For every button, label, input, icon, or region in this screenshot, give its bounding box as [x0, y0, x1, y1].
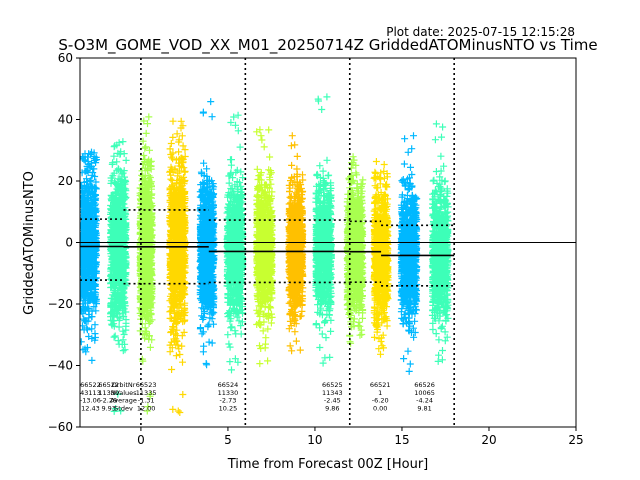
x-axis-label: Time from Forecast 00Z [Hour]	[227, 457, 429, 472]
stat-label-1-0: 66522	[98, 381, 119, 389]
scatter-series-orbit-12	[428, 120, 452, 365]
x-tick-label-1: 5	[224, 433, 232, 447]
stat-label-5-1: 11343	[322, 389, 343, 397]
stat-label-0-2: -13.06	[80, 397, 101, 405]
stat-label-0-3: 12.43	[81, 404, 100, 412]
scatter-series-orbit-4	[196, 98, 218, 369]
scatter-series-orbit-5	[223, 111, 247, 374]
stat-label-4-0: 66524	[218, 381, 239, 389]
y-tick-label-0: −60	[48, 420, 73, 434]
plot-date: Plot date: 2025-07-15 12:15:28	[386, 25, 575, 39]
y-tick-label-1: −40	[48, 359, 73, 373]
scatter-series-orbit-6	[253, 126, 276, 368]
y-axis-label: GriddedATOMinusNTO	[22, 171, 37, 315]
stat-label-6-2: -6.20	[372, 397, 389, 405]
stat-label-0-1: 43113	[80, 389, 101, 397]
x-tick-label-3: 15	[394, 433, 409, 447]
stat-label-0-0: 66522	[80, 381, 101, 389]
stat-label-3-3: 12.00	[137, 404, 156, 412]
x-axis: 0 5 10 15 20 25	[137, 427, 584, 447]
stat-label-2-2: Average	[110, 397, 137, 405]
y-tick-label-2: −20	[48, 297, 73, 311]
stat-label-5-2: -2.45	[324, 397, 341, 405]
y-axis: −60 −40 −20 0 20 40 60	[48, 51, 80, 434]
y-tick-label-4: 20	[58, 174, 73, 188]
stat-label-1-2: -2.29	[100, 397, 117, 405]
stat-label-6-0: 66521	[370, 381, 391, 389]
stat-label-7-3: 9.81	[417, 404, 431, 412]
stat-label-3-1: 11335	[136, 389, 157, 397]
plot-area: 6652243113-13.0612.436652211330-2.299.93…	[79, 57, 577, 428]
stat-label-7-0: 66526	[414, 381, 435, 389]
stat-label-4-2: -2.73	[220, 397, 237, 405]
stat-label-2-1: NValues	[110, 389, 137, 397]
stat-label-6-3: 0.00	[373, 404, 387, 412]
x-tick-label-2: 10	[307, 433, 322, 447]
stat-label-1-1: 11330	[98, 389, 119, 397]
y-tick-label-6: 60	[58, 51, 73, 65]
lines-layer	[80, 58, 576, 427]
stat-label-4-1: 11330	[218, 389, 239, 397]
stat-label-7-2: -4.24	[416, 397, 433, 405]
x-tick-label-4: 20	[481, 433, 496, 447]
stat-label-5-0: 66525	[322, 381, 343, 389]
stat-label-5-3: 9.86	[325, 404, 339, 412]
x-tick-label-5: 25	[568, 433, 583, 447]
stat-label-7-1: 10065	[414, 389, 435, 397]
y-tick-label-5: 40	[58, 113, 73, 127]
x-tick-label-0: 0	[137, 433, 145, 447]
chart-title: S-O3M_GOME_VOD_XX_M01_20250714Z GriddedA…	[58, 36, 597, 55]
stat-label-3-2: -1.31	[138, 397, 155, 405]
stat-labels: 6652243113-13.0612.436652211330-2.299.93…	[80, 381, 435, 412]
stat-label-6-1: 1	[378, 389, 382, 397]
y-tick-label-3: 0	[65, 236, 73, 250]
stat-label-1-3: 9.93	[101, 404, 115, 412]
stat-label-3-0: 66523	[136, 381, 157, 389]
stat-label-4-3: 10.25	[219, 404, 238, 412]
stat-label-2-0: OrbitNr	[112, 381, 136, 389]
stat-label-2-3: Stdev	[114, 404, 133, 412]
